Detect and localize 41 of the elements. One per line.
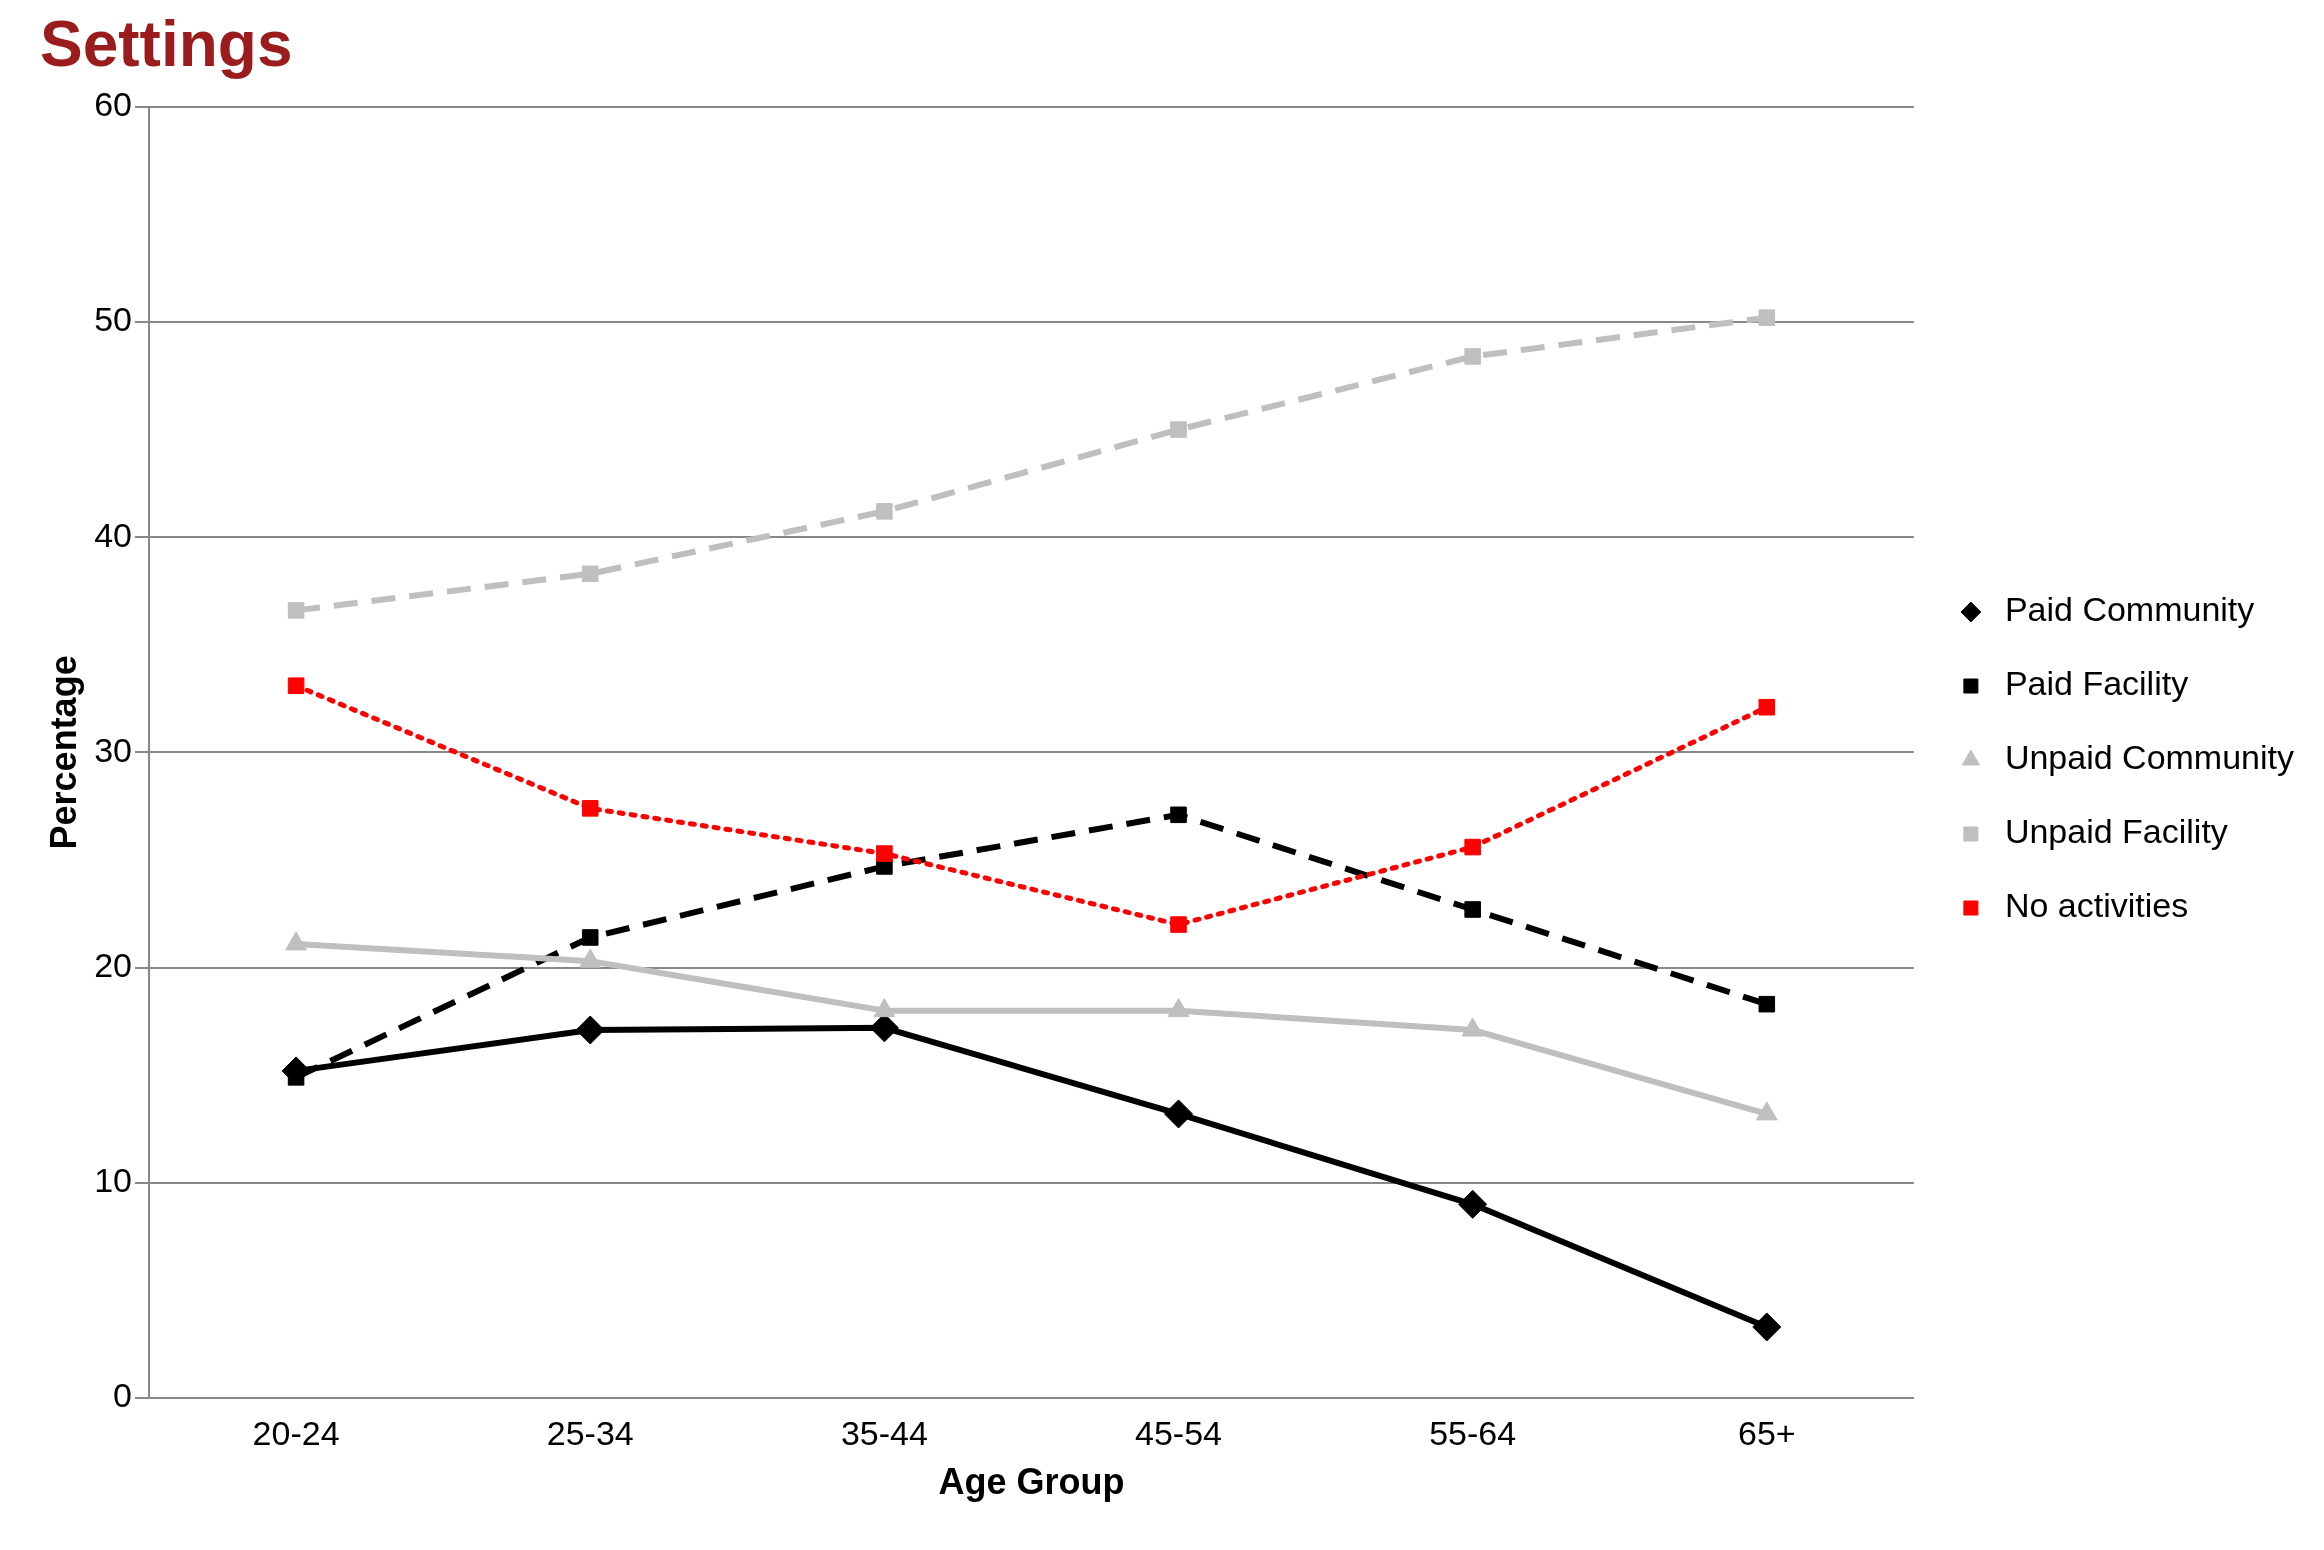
- chart-title: Settings: [40, 8, 293, 81]
- point: [876, 503, 893, 520]
- point: [1758, 995, 1776, 1013]
- point: [876, 845, 893, 862]
- y-tick-label: 40: [94, 515, 133, 554]
- y-tick-label: 0: [113, 1376, 133, 1415]
- point: [1170, 916, 1187, 933]
- legend-label: Paid Facility: [2004, 664, 2189, 703]
- x-tick-label: 65+: [1737, 1413, 1796, 1452]
- legend-label: Paid Community: [2004, 590, 2255, 629]
- x-tick-label: 20-24: [252, 1413, 340, 1452]
- y-tick-label: 10: [94, 1161, 133, 1200]
- point: [287, 677, 305, 694]
- point: [1464, 901, 1481, 918]
- point: [1164, 1099, 1194, 1129]
- legend-label: Unpaid Community: [2004, 738, 2295, 777]
- x-axis-title: Age Group: [938, 1461, 1125, 1503]
- point: [1170, 421, 1187, 438]
- y-tick-label: 30: [94, 730, 133, 769]
- point: [287, 602, 305, 619]
- x-tick-label: 25-34: [546, 1413, 634, 1452]
- y-axis-title: Percentage: [42, 655, 84, 850]
- x-tick-label: 45-54: [1135, 1413, 1223, 1452]
- y-tick-label: 20: [94, 945, 133, 984]
- point: [581, 565, 599, 583]
- point: [581, 800, 599, 817]
- point: [1170, 806, 1187, 824]
- y-tick-label: 60: [94, 85, 133, 124]
- point: [1758, 309, 1776, 326]
- x-tick-label: 35-44: [840, 1413, 928, 1452]
- point: [1752, 1312, 1782, 1342]
- x-tick-label: 55-64: [1429, 1413, 1517, 1452]
- legend-label: Unpaid Facility: [2004, 812, 2228, 851]
- y-tick-label: 50: [94, 300, 133, 339]
- point: [1464, 348, 1481, 365]
- point: [581, 929, 599, 946]
- legend-label: No activities: [2004, 886, 2189, 925]
- point: [575, 1015, 605, 1045]
- point: [1464, 838, 1481, 856]
- point: [1758, 698, 1776, 716]
- point: [1458, 1189, 1488, 1219]
